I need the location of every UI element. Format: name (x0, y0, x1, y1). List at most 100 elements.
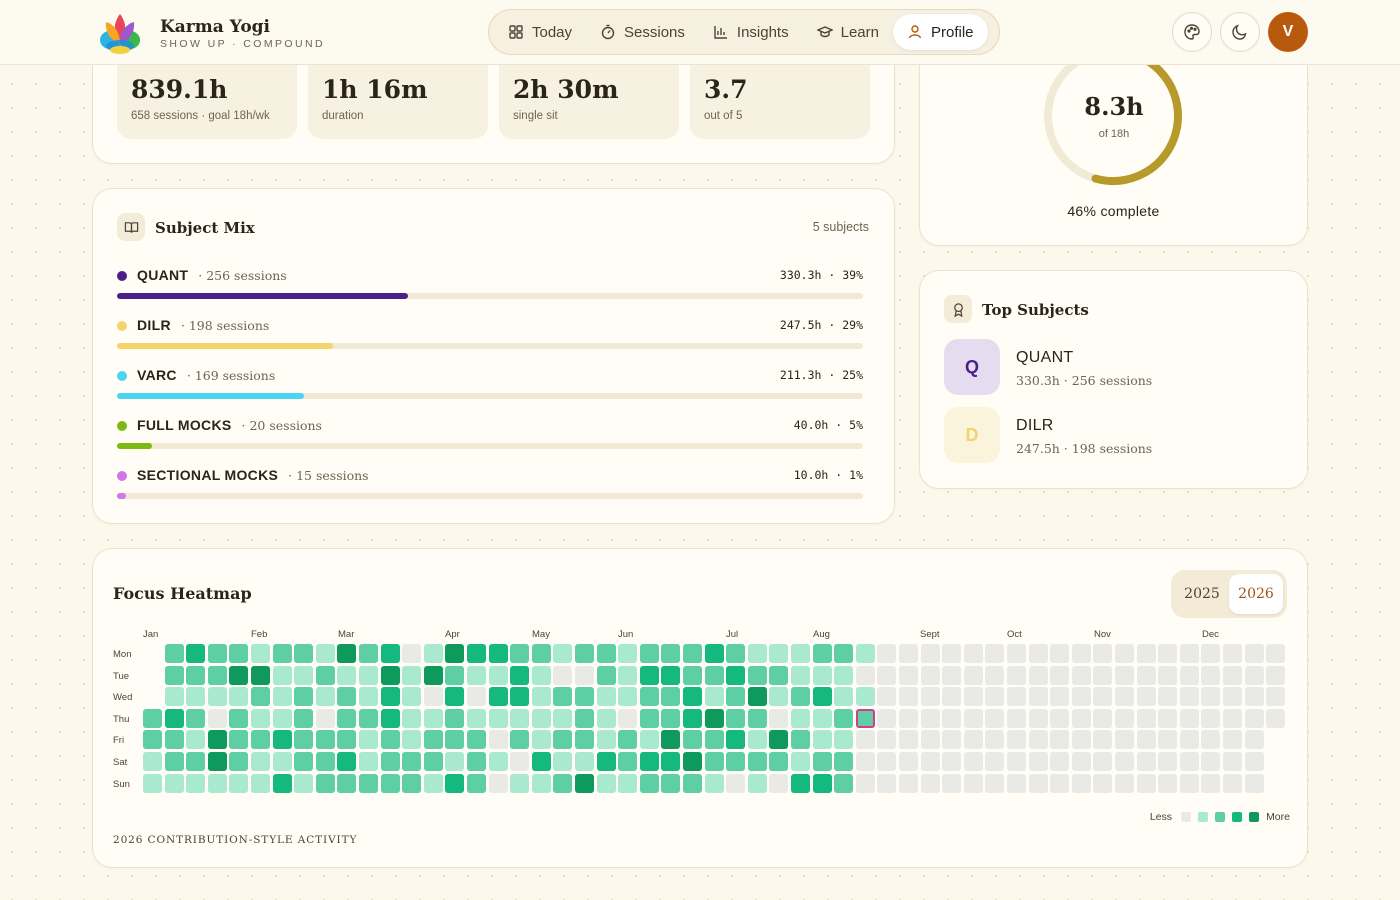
heatmap-cell[interactable] (575, 644, 594, 663)
heatmap-cell[interactable] (1071, 773, 1091, 793)
heatmap-cell[interactable] (942, 665, 962, 685)
heatmap-cell[interactable] (251, 752, 270, 771)
heatmap-cell[interactable] (899, 687, 918, 707)
heatmap-cell[interactable] (315, 752, 335, 771)
heatmap-cell[interactable] (164, 752, 184, 771)
heatmap-cell[interactable] (1136, 644, 1156, 663)
heatmap-cell[interactable] (1244, 665, 1264, 685)
heatmap-cell[interactable] (1266, 687, 1286, 707)
heatmap-cell[interactable] (251, 665, 270, 685)
heatmap-cell[interactable] (1266, 644, 1286, 663)
heatmap-cell[interactable] (164, 665, 184, 685)
heatmap-cell[interactable] (337, 708, 357, 728)
nav-today[interactable]: Today (494, 14, 586, 50)
heatmap-cell[interactable] (1115, 708, 1134, 728)
heatmap-cell[interactable] (337, 644, 357, 663)
heatmap-cell[interactable] (618, 773, 638, 793)
heatmap-cell[interactable] (1028, 730, 1048, 750)
heatmap-cell[interactable] (488, 708, 508, 728)
heatmap-cell[interactable] (423, 644, 443, 663)
heatmap-cell[interactable] (359, 773, 378, 793)
heatmap-cell[interactable] (510, 665, 530, 685)
heatmap-cell[interactable] (445, 773, 465, 793)
heatmap-cell[interactable] (1007, 773, 1026, 793)
heatmap-cell[interactable] (791, 752, 810, 771)
heatmap-cell[interactable] (207, 773, 227, 793)
heatmap-cell[interactable] (423, 708, 443, 728)
heatmap-cell[interactable] (553, 665, 573, 685)
heatmap-cell[interactable] (337, 665, 357, 685)
heatmap-cell[interactable] (1201, 687, 1221, 707)
heatmap-cell[interactable] (359, 665, 378, 685)
heatmap-cell[interactable] (985, 644, 1005, 663)
heatmap-cell[interactable] (1158, 687, 1178, 707)
heatmap-cell[interactable] (1223, 644, 1242, 663)
heatmap-cell[interactable] (877, 665, 897, 685)
heatmap-cell[interactable] (1007, 730, 1026, 750)
heatmap-cell[interactable] (1179, 687, 1199, 707)
heatmap-cell[interactable] (920, 687, 940, 707)
heatmap-cell[interactable] (1136, 773, 1156, 793)
heatmap-cell[interactable] (467, 687, 486, 707)
heatmap-cell[interactable] (683, 730, 702, 750)
heatmap-cell[interactable] (1071, 752, 1091, 771)
heatmap-cell[interactable] (1244, 773, 1264, 793)
heatmap-cell[interactable] (726, 644, 746, 663)
heatmap-cell[interactable] (942, 773, 962, 793)
heatmap-cell[interactable] (553, 730, 573, 750)
heatmap-cell[interactable] (229, 708, 249, 728)
heatmap-cell[interactable] (1201, 644, 1221, 663)
heatmap-cell[interactable] (445, 665, 465, 685)
heatmap-cell[interactable] (186, 665, 206, 685)
heatmap-cell[interactable] (1050, 752, 1070, 771)
heatmap-cell[interactable] (251, 730, 270, 750)
heatmap-cell[interactable] (164, 730, 184, 750)
heatmap-cell[interactable] (402, 644, 422, 663)
heatmap-cell[interactable] (704, 644, 724, 663)
heatmap-cell[interactable] (251, 708, 270, 728)
heatmap-cell[interactable] (488, 752, 508, 771)
heatmap-cell[interactable] (229, 665, 249, 685)
heatmap-cell[interactable] (1115, 773, 1134, 793)
heatmap-cell[interactable] (791, 687, 810, 707)
heatmap-cell[interactable] (747, 708, 767, 728)
heatmap-cell[interactable] (315, 708, 335, 728)
heatmap-cell[interactable] (553, 773, 573, 793)
heatmap-cell[interactable] (596, 644, 616, 663)
heatmap-cell[interactable] (769, 773, 789, 793)
heatmap-cell[interactable] (1158, 708, 1178, 728)
heatmap-cell[interactable] (963, 708, 983, 728)
heatmap-cell[interactable] (380, 730, 400, 750)
heatmap-cell[interactable] (1201, 773, 1221, 793)
heatmap-cell[interactable] (1007, 665, 1026, 685)
top-subject-item[interactable]: D DILR 247.5h · 198 sessions (944, 407, 1284, 465)
heatmap-cell[interactable] (618, 708, 638, 728)
heatmap-cell[interactable] (618, 730, 638, 750)
heatmap-cell[interactable] (402, 708, 422, 728)
heatmap-cell[interactable] (488, 730, 508, 750)
heatmap-cell[interactable] (272, 773, 292, 793)
heatmap-cell[interactable] (445, 644, 465, 663)
year-2026-button[interactable]: 2026 (1229, 574, 1283, 614)
heatmap-cell[interactable] (359, 687, 378, 707)
heatmap-cell[interactable] (963, 687, 983, 707)
heatmap-cell[interactable] (769, 665, 789, 685)
heatmap-cell[interactable] (575, 730, 594, 750)
heatmap-cell[interactable] (1244, 644, 1264, 663)
heatmap-cell[interactable] (1201, 752, 1221, 771)
heatmap-cell[interactable] (1244, 687, 1264, 707)
heatmap-cell[interactable] (402, 752, 422, 771)
heatmap-cell[interactable] (272, 752, 292, 771)
heatmap-cell[interactable] (726, 773, 746, 793)
heatmap-cell[interactable] (1007, 687, 1026, 707)
heatmap-cell[interactable] (553, 687, 573, 707)
heatmap-cell[interactable] (575, 773, 594, 793)
heatmap-cell[interactable] (143, 730, 162, 750)
heatmap-cell[interactable] (1093, 752, 1113, 771)
heatmap-cell[interactable] (315, 730, 335, 750)
heatmap-cell[interactable] (207, 752, 227, 771)
heatmap-cell[interactable] (855, 687, 875, 707)
heatmap-cell[interactable] (683, 665, 702, 685)
brand[interactable]: Karma Yogi SHOW UP · COMPOUND (96, 10, 325, 56)
heatmap-cell[interactable] (488, 687, 508, 707)
